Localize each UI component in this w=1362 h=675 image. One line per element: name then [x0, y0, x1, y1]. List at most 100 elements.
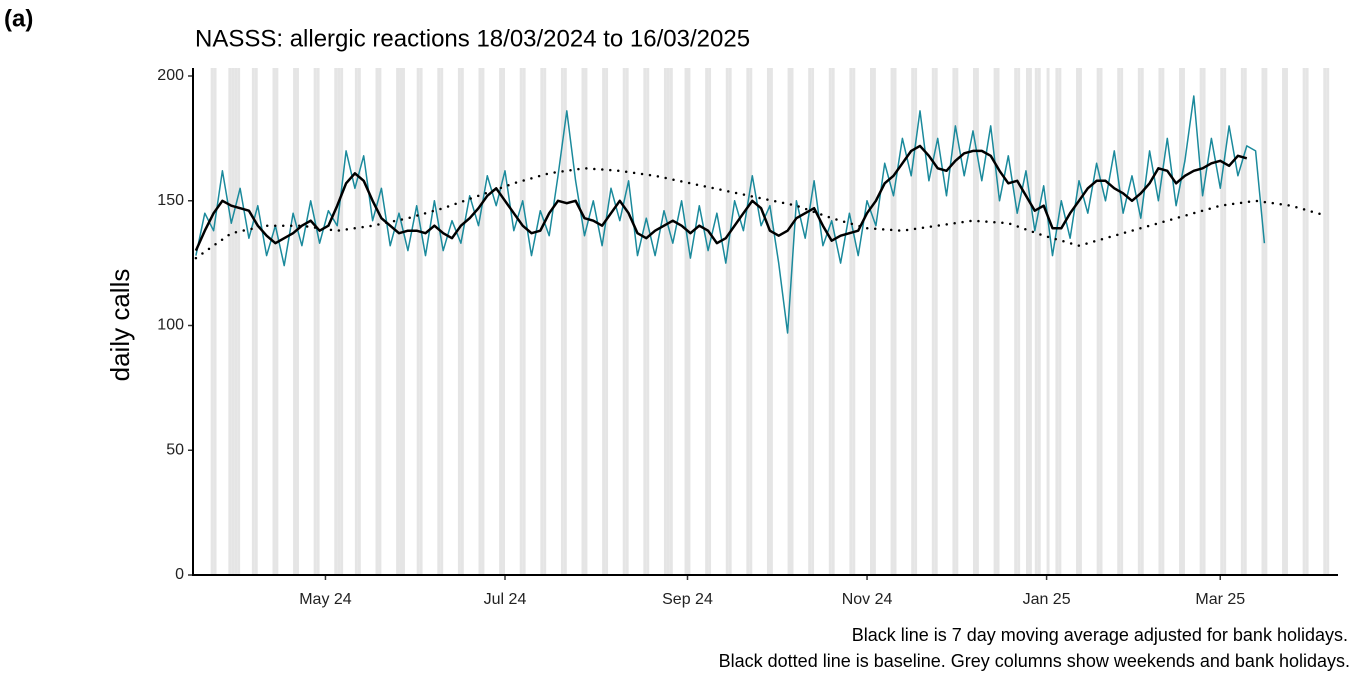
shaded-day — [478, 68, 482, 575]
shaded-day — [790, 68, 794, 575]
shaded-day — [1264, 68, 1268, 575]
shaded-day — [519, 68, 523, 575]
shaded-day — [213, 68, 217, 575]
shaded-day — [1326, 68, 1330, 575]
shaded-day — [1076, 68, 1079, 575]
shaded-day — [378, 68, 382, 575]
shaded-day — [811, 68, 815, 575]
shaded-day — [669, 68, 673, 575]
shaded-day — [663, 68, 667, 575]
shaded-day — [646, 68, 650, 575]
shaded-day — [275, 68, 279, 575]
x-tick-label: Jan 25 — [1023, 591, 1071, 608]
shaded-day — [872, 68, 876, 575]
shaded-day — [563, 68, 567, 575]
shaded-day — [705, 68, 709, 575]
shaded-day — [457, 68, 461, 575]
shaded-day — [1305, 68, 1309, 575]
shaded-day — [581, 68, 585, 575]
y-tick-label: 100 — [157, 317, 184, 334]
shaded-day — [1140, 68, 1144, 575]
shaded-day — [1120, 68, 1124, 575]
shaded-day — [1028, 68, 1032, 575]
shaded-day — [522, 68, 526, 575]
shaded-day — [934, 68, 938, 575]
shaded-day — [502, 68, 506, 575]
shaded-day — [746, 68, 750, 575]
shaded-day — [296, 68, 299, 575]
shaded-day — [440, 68, 444, 575]
shaded-day — [952, 68, 956, 575]
shaded-day — [708, 68, 712, 575]
shaded-day — [602, 68, 606, 575]
shaded-day — [1285, 68, 1288, 575]
shaded-day — [210, 68, 214, 575]
shaded-day — [543, 68, 547, 575]
shaded-day — [622, 68, 626, 575]
shaded-day — [808, 68, 812, 575]
shaded-day — [251, 68, 255, 575]
shaded-day — [1223, 68, 1227, 575]
shaded-day — [316, 68, 320, 575]
shaded-day — [357, 68, 361, 575]
shaded-day — [975, 68, 979, 575]
y-tick-label: 0 — [175, 566, 184, 583]
shaded-day — [666, 68, 670, 575]
shaded-day — [1282, 68, 1286, 575]
x-tick-label: Mar 25 — [1195, 591, 1245, 608]
shaded-day — [728, 68, 732, 575]
shaded-day — [234, 68, 238, 575]
shaded-day — [1220, 68, 1224, 575]
shaded-day — [231, 68, 235, 575]
shaded-day — [828, 68, 832, 575]
series-line — [194, 144, 1248, 252]
shaded-day — [1137, 68, 1141, 575]
shaded-day — [334, 68, 338, 575]
shaded-day — [237, 68, 241, 575]
shaded-day — [911, 68, 915, 575]
shaded-day — [437, 68, 441, 575]
shaded-day — [1240, 68, 1244, 575]
shaded-day — [1181, 68, 1185, 575]
shaded-day — [1161, 68, 1165, 575]
shaded-day — [625, 68, 629, 575]
shaded-day — [401, 68, 405, 575]
x-tick-label: Nov 24 — [842, 591, 893, 608]
shaded-day — [890, 68, 894, 575]
x-tick-label: Jul 24 — [484, 591, 527, 608]
shaded-day — [914, 68, 918, 575]
shaded-day — [605, 68, 609, 575]
shaded-day — [931, 68, 935, 575]
shaded-day — [1243, 68, 1247, 575]
shaded-day — [313, 68, 317, 575]
shaded-day — [1158, 68, 1162, 575]
shaded-day — [1078, 68, 1082, 575]
shaded-day — [993, 68, 997, 575]
shaded-day — [849, 68, 853, 575]
shaded-day — [399, 68, 402, 575]
shaded-day — [293, 68, 297, 575]
footnote: Black line is 7 day moving average adjus… — [852, 625, 1348, 645]
x-tick-label: Sep 24 — [662, 591, 713, 608]
shaded-day — [852, 68, 856, 575]
shaded-day — [1202, 68, 1206, 575]
shaded-day — [540, 68, 544, 575]
shaded-day — [1014, 68, 1018, 575]
shaded-day — [996, 68, 1000, 575]
shaded-day — [1055, 68, 1059, 575]
shaded-day — [460, 68, 464, 575]
shaded-day — [1302, 68, 1306, 575]
shaded-day — [1261, 68, 1265, 575]
shaded-day — [1179, 68, 1182, 575]
shaded-day — [228, 68, 232, 575]
shaded-day — [643, 68, 647, 575]
shaded-day — [337, 68, 341, 575]
shaded-day — [499, 68, 503, 575]
y-tick-label: 200 — [157, 67, 184, 84]
shaded-day — [1096, 68, 1100, 575]
shaded-day — [340, 68, 344, 575]
shaded-day — [766, 68, 770, 575]
shaded-day — [1034, 68, 1038, 575]
shaded-day — [254, 68, 258, 575]
